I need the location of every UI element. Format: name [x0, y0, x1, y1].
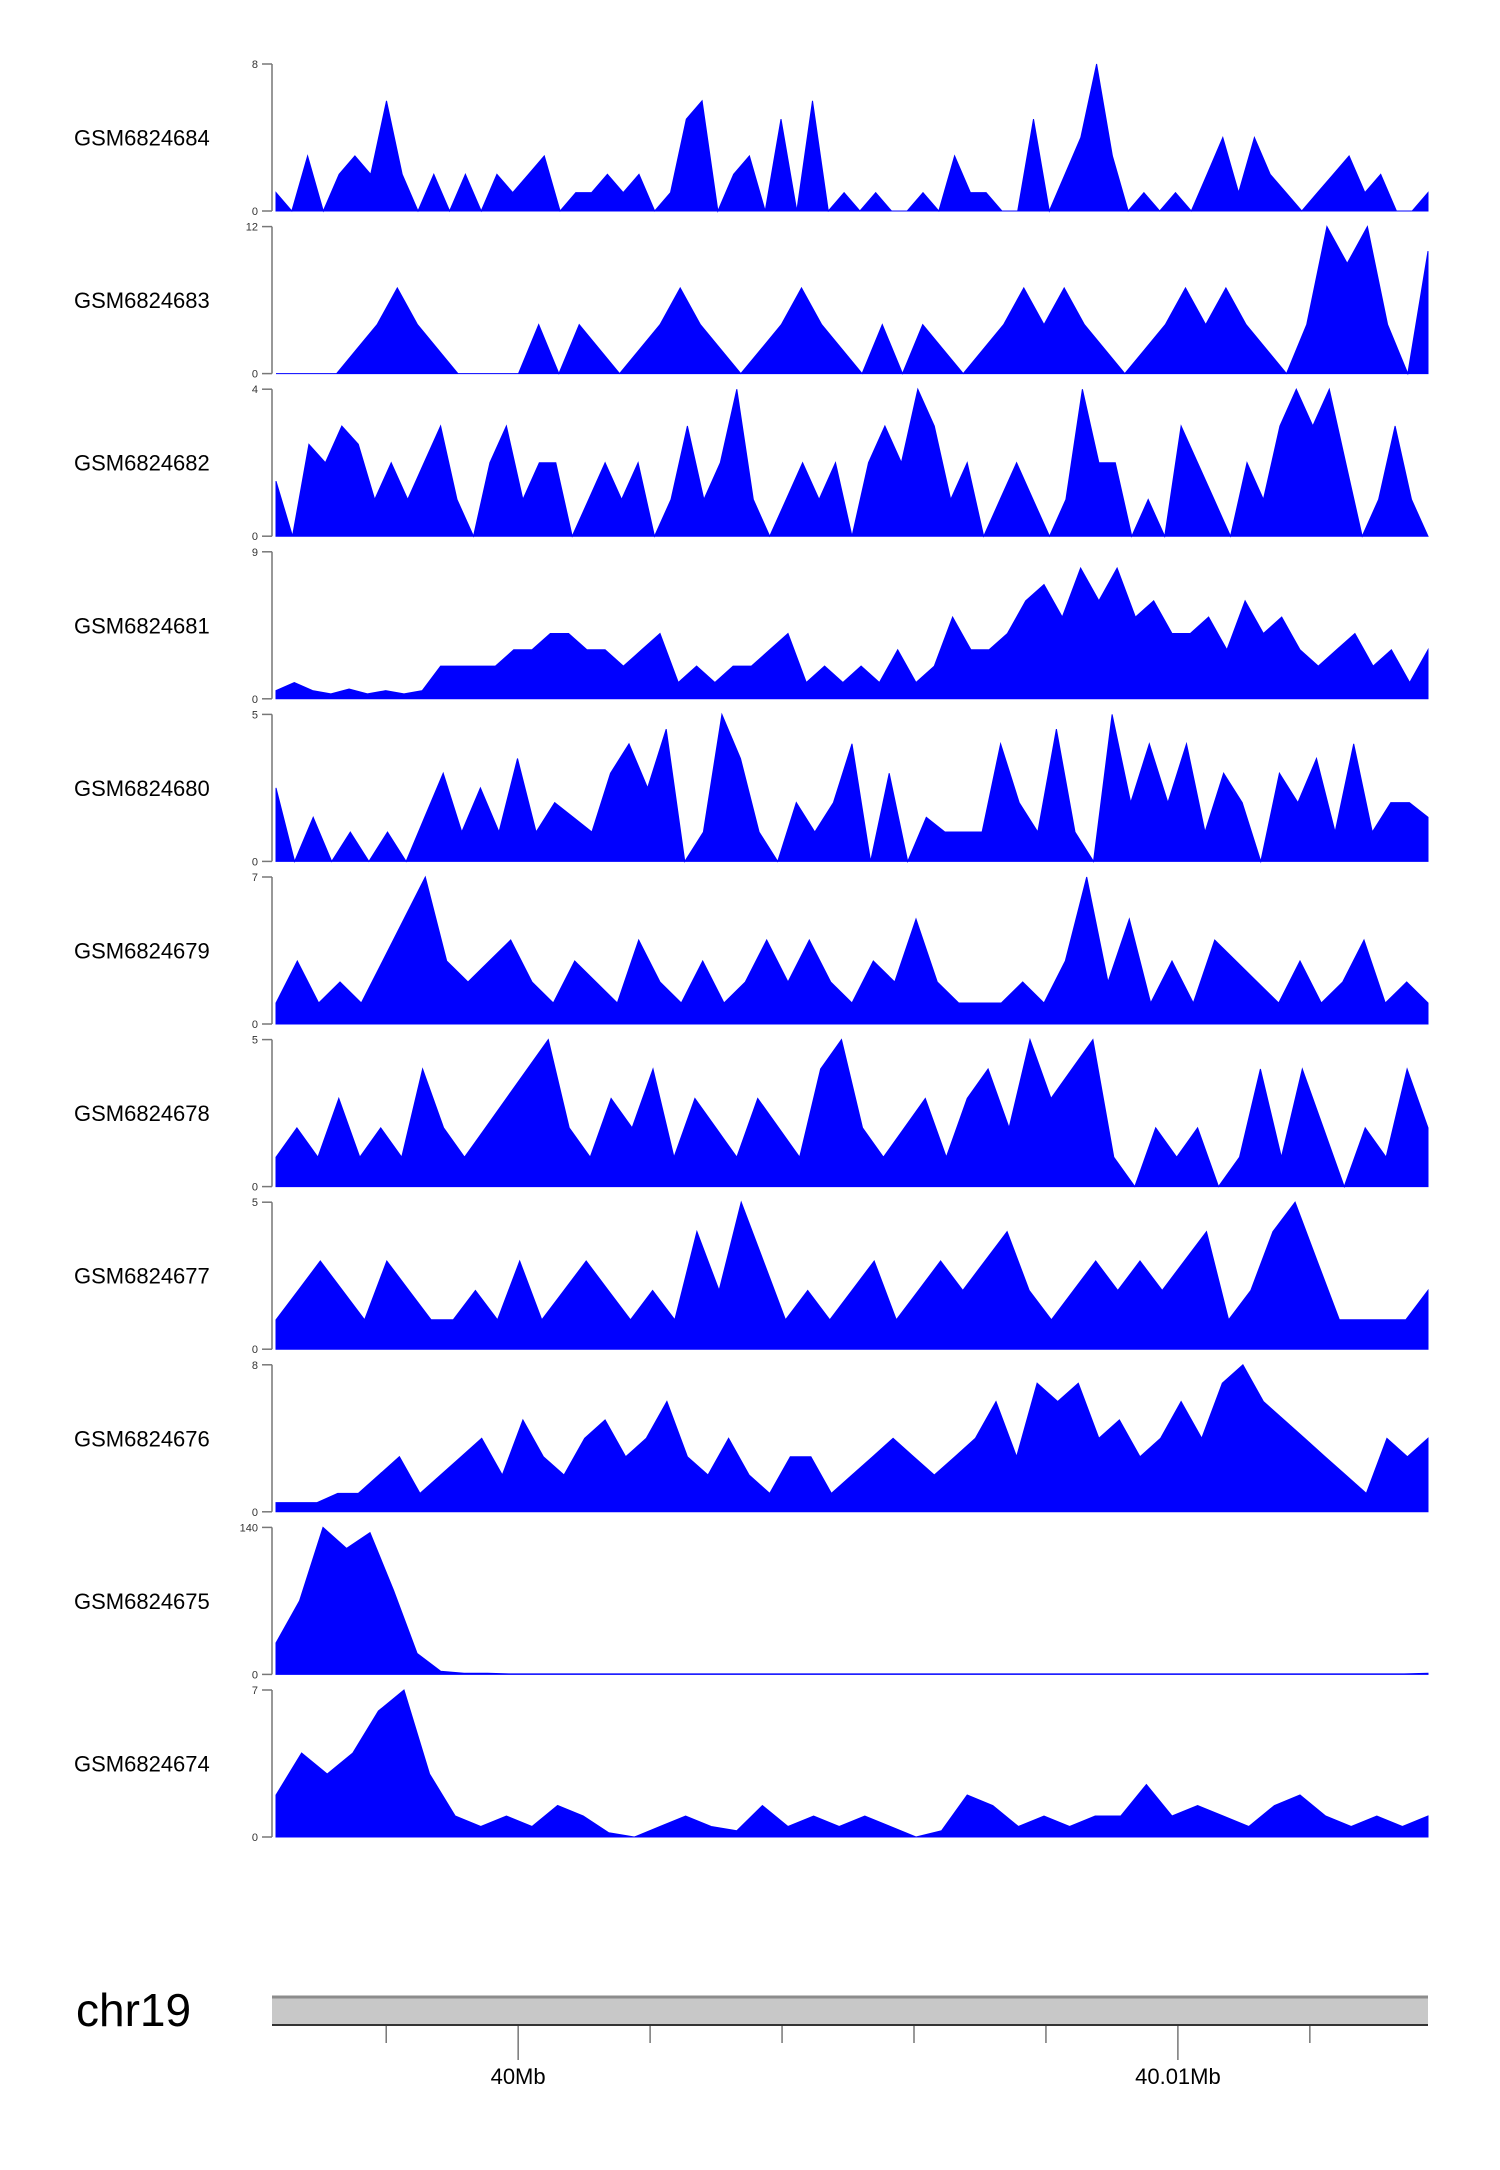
y-tick-label: 0 — [252, 1507, 258, 1519]
y-tick-label: 0 — [252, 1019, 258, 1031]
genome-tick-label: 40.01Mb — [1135, 2064, 1221, 2089]
y-tick-label: 0 — [252, 1344, 258, 1356]
genome-tick-label: 40Mb — [491, 2064, 546, 2089]
y-tick-label: 4 — [252, 384, 258, 396]
y-tick-label: 0 — [252, 1832, 258, 1844]
y-tick-label: 9 — [252, 547, 258, 559]
coverage-area — [275, 1364, 1429, 1513]
y-tick-label: 0 — [252, 531, 258, 543]
y-tick-label: 0 — [252, 206, 258, 218]
coverage-area — [275, 1526, 1429, 1675]
coverage-area — [275, 712, 1429, 864]
y-tick-label: 7 — [252, 1685, 258, 1697]
y-tick-label: 0 — [252, 369, 258, 381]
track-label: GSM6824675 — [74, 1589, 210, 1614]
track-label: GSM6824678 — [74, 1101, 210, 1126]
coverage-area — [275, 875, 1429, 1025]
coverage-area — [275, 1689, 1429, 1838]
y-tick-label: 0 — [252, 694, 258, 706]
track-label: GSM6824676 — [74, 1426, 210, 1451]
track-label: GSM6824682 — [74, 451, 210, 476]
coverage-area — [275, 387, 1429, 538]
y-tick-label: 140 — [240, 1522, 258, 1534]
track-label: GSM6824677 — [74, 1264, 210, 1289]
y-tick-label: 7 — [252, 872, 258, 884]
track-label: GSM6824679 — [74, 939, 210, 964]
y-tick-label: 5 — [252, 1035, 258, 1047]
track-label: GSM6824674 — [74, 1752, 210, 1777]
y-tick-label: 12 — [246, 222, 258, 234]
track-label: GSM6824681 — [74, 613, 210, 638]
y-tick-label: 8 — [252, 1360, 258, 1372]
y-tick-label: 0 — [252, 1669, 258, 1681]
y-tick-label: 0 — [252, 1182, 258, 1194]
coverage-area — [275, 1037, 1429, 1189]
coverage-area — [275, 63, 1429, 213]
y-tick-label: 8 — [252, 59, 258, 71]
y-tick-label: 0 — [252, 856, 258, 868]
chromosome-bar — [272, 1997, 1428, 2025]
chromosome-label: chr19 — [76, 1984, 191, 2036]
track-label: GSM6824680 — [74, 776, 210, 801]
coverage-area — [275, 1200, 1429, 1350]
y-tick-label: 5 — [252, 709, 258, 721]
coverage-area — [276, 225, 1429, 376]
coverage-area — [275, 566, 1429, 700]
track-label: GSM6824684 — [74, 126, 210, 151]
y-tick-label: 5 — [252, 1197, 258, 1209]
track-label: GSM6824683 — [74, 288, 210, 313]
